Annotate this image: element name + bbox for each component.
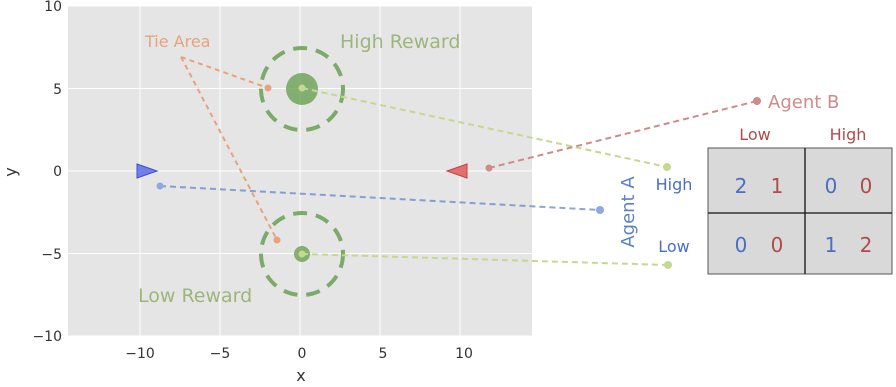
y-tick-label: −5	[41, 247, 62, 263]
low-reward-link-end	[664, 261, 672, 269]
agent-b-link-end	[753, 97, 761, 105]
payoff-a-high-high: 0	[825, 174, 838, 198]
payoff-b-low-low: 0	[771, 233, 784, 257]
high-reward-link-start	[298, 84, 306, 92]
high-reward-link-end	[663, 163, 671, 171]
tie-area-label: Tie Area	[144, 32, 210, 51]
high-reward-ring	[259, 46, 345, 132]
tie-point-low	[273, 236, 281, 244]
low-reward-link-start	[298, 250, 306, 258]
agent-b-icon	[445, 163, 468, 179]
tie-leader-low	[180, 56, 278, 241]
y-axis-label: y	[1, 167, 20, 176]
payoff-table	[707, 147, 893, 275]
x-tick-label: −10	[125, 346, 155, 362]
tie-point-high	[264, 84, 272, 92]
payoff-b-high-low: 1	[771, 174, 784, 198]
col-header-high: High	[830, 125, 867, 144]
agent-a-link-start	[156, 182, 164, 190]
agent-a-link	[159, 185, 601, 211]
agent-b-link-start	[485, 164, 493, 172]
agent-a-link-end	[596, 206, 604, 214]
agent-a-label: Agent A	[618, 176, 639, 248]
y-axis-ticks: 10 5 0 −5 −10	[32, 0, 62, 345]
low-reward-ring	[259, 211, 345, 297]
col-header-low: Low	[739, 125, 771, 144]
low-reward-link	[301, 253, 669, 266]
y-tick-label: 5	[53, 82, 62, 98]
x-axis-label: x	[296, 366, 305, 385]
x-tick-label: 10	[455, 346, 473, 362]
tie-leader-high	[180, 56, 269, 89]
x-axis-ticks: −10 −5 0 5 10	[125, 346, 473, 362]
payoff-b-high-high: 0	[860, 174, 873, 198]
y-tick-label: −10	[32, 329, 62, 345]
payoff-b-low-high: 2	[860, 233, 873, 257]
agent-b-label: Agent B	[768, 92, 839, 113]
y-tick-label: 10	[44, 0, 62, 15]
x-tick-label: 5	[379, 346, 388, 362]
y-tick-label: 0	[53, 164, 62, 180]
row-header-high: High	[656, 175, 693, 194]
agent-a-icon	[136, 163, 159, 179]
payoff-a-high-low: 2	[735, 174, 748, 198]
x-tick-label: 0	[298, 346, 307, 362]
x-tick-label: −5	[210, 346, 231, 362]
low-reward-label: Low Reward	[138, 285, 252, 307]
row-header-low: Low	[658, 237, 690, 256]
payoff-a-low-high: 1	[825, 233, 838, 257]
payoff-a-low-low: 0	[735, 233, 748, 257]
high-reward-link	[301, 87, 668, 168]
high-reward-label: High Reward	[340, 31, 460, 53]
agent-b-link	[488, 100, 758, 169]
